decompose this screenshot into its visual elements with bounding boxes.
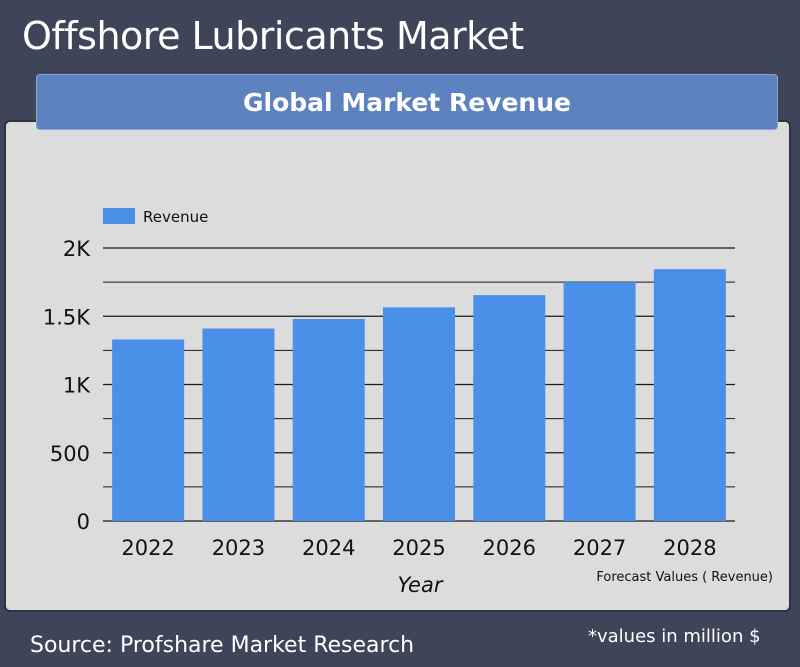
- legend-swatch: [103, 208, 135, 224]
- y-tick-label: 500: [50, 442, 90, 466]
- bar: [292, 318, 365, 521]
- bar: [383, 307, 455, 521]
- bar: [563, 282, 636, 521]
- x-tick-label: 2025: [392, 536, 445, 560]
- x-axis-label: Year: [398, 573, 444, 597]
- y-tick-label: 1.5K: [43, 305, 91, 329]
- bar: [202, 328, 275, 521]
- y-tick-label: 1K: [63, 374, 91, 398]
- x-tick-label: 2022: [121, 536, 174, 560]
- x-tick-label: 2026: [483, 536, 536, 560]
- x-tick-label: 2024: [302, 536, 355, 560]
- forecast-annotation: Forecast Values ( Revenue): [596, 570, 773, 585]
- page-title: Offshore Lubricants Market: [22, 14, 524, 58]
- source-text: Source: Profshare Market Research: [30, 633, 415, 658]
- chart-title-banner: Global Market Revenue: [36, 74, 778, 130]
- x-tick-label: 2027: [573, 536, 626, 560]
- bar: [653, 269, 726, 521]
- bar: [112, 339, 185, 521]
- y-tick-label: 2K: [63, 237, 91, 261]
- chart-title: Global Market Revenue: [243, 87, 571, 117]
- x-tick-label: 2028: [663, 536, 716, 560]
- y-tick-label: 0: [77, 510, 90, 534]
- units-note: *values in million $: [588, 626, 761, 647]
- legend-label: Revenue: [143, 208, 208, 226]
- bar: [473, 295, 546, 521]
- x-tick-label: 2023: [212, 536, 265, 560]
